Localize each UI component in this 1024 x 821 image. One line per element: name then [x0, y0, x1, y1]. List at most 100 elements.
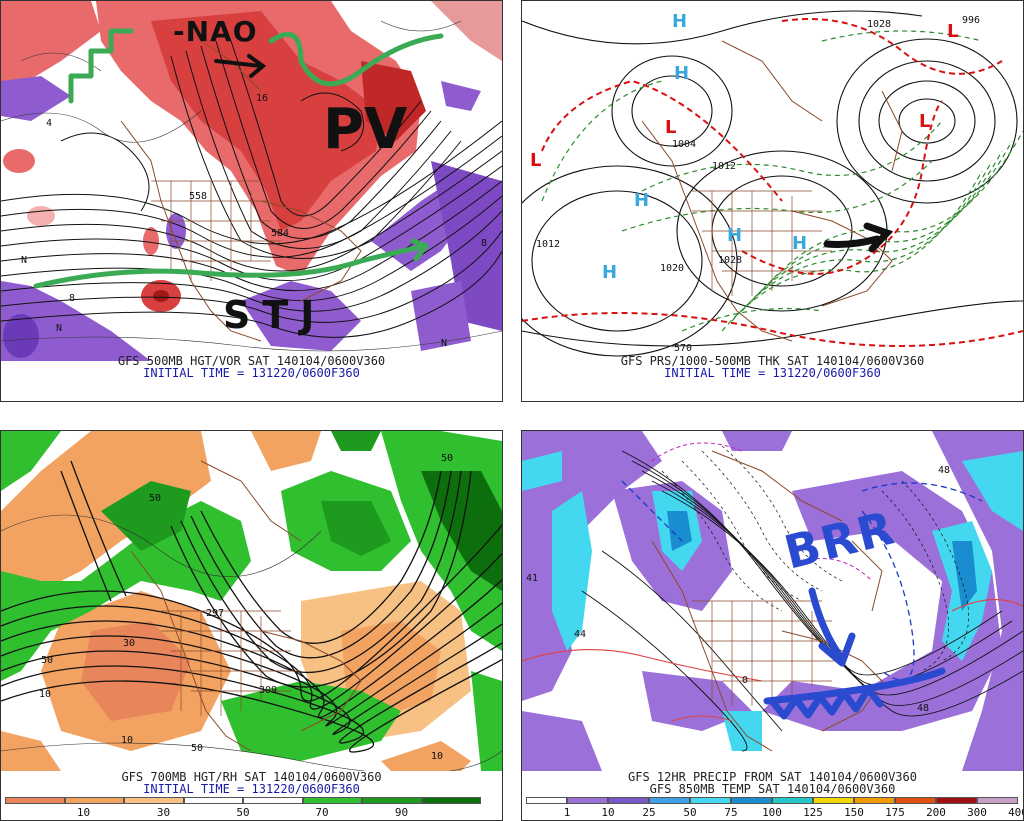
- caption-line1: GFS 500MB HGT/VOR SAT 140104/0600V360: [117, 354, 386, 368]
- legend-tick: 150: [844, 806, 864, 819]
- legend-swatch: [854, 797, 895, 804]
- pv-annotation: PV: [323, 97, 408, 162]
- panel-precip-850mb-temp: 48 44 41 48 0 BRR GFS 12HR PRECIP FROM S…: [521, 430, 1024, 821]
- contour-label: 4: [46, 118, 52, 129]
- contour-label: 50: [149, 493, 161, 504]
- low-pressure-center: L: [919, 111, 930, 132]
- contour-label: N: [441, 338, 447, 349]
- legend-tick: 10: [76, 806, 91, 819]
- temperature-label: 44: [574, 629, 586, 640]
- legend-tick: 1: [563, 806, 571, 819]
- legend-swatch: [421, 797, 481, 804]
- isobar-label: 996: [962, 15, 980, 26]
- isobar-label: 1012: [712, 161, 736, 172]
- temperature-label: 48: [917, 703, 929, 714]
- low-pressure-center: L: [947, 21, 958, 42]
- low-pressure-center: L: [530, 150, 541, 171]
- legend-swatch: [772, 797, 813, 804]
- legend-tick: 200: [926, 806, 946, 819]
- temperature-label: 0: [742, 675, 748, 686]
- panel-700mb-rh: 50 10 30 50 10 50 309 297 10 50 GFS 700M…: [0, 430, 503, 821]
- legend-swatch: [731, 797, 772, 804]
- high-pressure-center: H: [674, 63, 689, 84]
- isobar-label: 570: [674, 343, 692, 354]
- legend-swatch: [936, 797, 977, 804]
- caption-line1: GFS 12HR PRECIP FROM SAT 140104/0600V360: [628, 770, 917, 784]
- isobar-label: 1012: [536, 239, 560, 250]
- caption-line2: INITIAL TIME = 131220/0600F360: [143, 366, 360, 380]
- legend-tick: 25: [642, 806, 656, 819]
- isobar-label: 1004: [672, 139, 696, 150]
- legend-swatch: [567, 797, 608, 804]
- high-pressure-center: H: [672, 11, 687, 32]
- contour-label: 558: [189, 191, 207, 202]
- legend-swatch: [813, 797, 854, 804]
- caption-line1: GFS PRS/1000-500MB THK SAT 140104/0600V3…: [620, 354, 925, 368]
- precip-legend-ticks: 1 10 25 50 75 100 125 150 175 200 300 400: [526, 806, 1023, 820]
- legend-tick: 400: [1008, 806, 1023, 819]
- caption-line2: GFS 850MB TEMP SAT 140104/0600V360: [649, 782, 896, 796]
- contour-label: 297: [206, 608, 224, 619]
- legend-swatch: [5, 797, 65, 804]
- legend-tick: 50: [683, 806, 697, 819]
- contour-label: 10: [121, 735, 133, 746]
- legend-tick: 75: [724, 806, 738, 819]
- contour-label: 10: [39, 689, 51, 700]
- rh-color-legend: [5, 797, 481, 804]
- contour-label: 8: [69, 293, 75, 304]
- contour-label: 10: [431, 751, 443, 762]
- legend-swatch: [124, 797, 184, 804]
- high-pressure-center: H: [792, 233, 807, 254]
- legend-swatch: [608, 797, 649, 804]
- contour-label: 50: [191, 743, 203, 754]
- vorticity-map: 558 584 N N N 8 8 16 4: [1, 1, 502, 361]
- caption-line1: GFS 700MB HGT/RH SAT 140104/0600V360: [121, 770, 382, 784]
- legend-swatch: [362, 797, 422, 804]
- legend-tick: 125: [803, 806, 823, 819]
- legend-tick: 175: [885, 806, 905, 819]
- legend-swatch: [183, 797, 243, 804]
- legend-tick: 100: [762, 806, 782, 819]
- legend-swatch: [690, 797, 731, 804]
- pressure-map: H H H H H H L L L L 1012 1020 1028 1004 …: [522, 1, 1023, 361]
- legend-swatch: [64, 797, 124, 804]
- panel-500mb-vorticity: 558 584 N N N 8 8 16 4 -NAO PV STJ GFS 5…: [0, 0, 503, 402]
- legend-swatch: [526, 797, 567, 804]
- legend-swatch: [977, 797, 1018, 804]
- legend-swatch: [649, 797, 690, 804]
- contour-label: 584: [271, 228, 289, 239]
- rh-map: 50 10 30 50 10 50 309 297 10 50: [1, 431, 502, 771]
- contour-label: 16: [256, 93, 268, 104]
- isobar-label: 1028: [867, 19, 891, 30]
- contour-label: 30: [123, 638, 135, 649]
- high-pressure-center: H: [602, 262, 617, 283]
- contour-label: 50: [41, 655, 53, 666]
- contour-label: 8: [481, 238, 487, 249]
- legend-swatch: [895, 797, 936, 804]
- contour-label: N: [56, 323, 62, 334]
- contour-label: 309: [259, 685, 277, 696]
- isobar-label: 1020: [660, 263, 684, 274]
- precip-map: 48 44 41 48 0: [522, 431, 1023, 771]
- panel-pressure-thickness: H H H H H H L L L L 1012 1020 1028 1004 …: [521, 0, 1024, 402]
- legend-tick: 70: [315, 806, 329, 819]
- contour-label: N: [21, 255, 27, 266]
- legend-tick: 50: [236, 806, 250, 819]
- legend-tick: 90: [394, 806, 409, 819]
- legend-tick: 30: [156, 806, 171, 819]
- legend-swatch: [243, 797, 303, 804]
- caption-line2: INITIAL TIME = 131220/0600F360: [143, 782, 360, 796]
- stj-annotation: STJ: [223, 293, 327, 337]
- isobar-label: 1028: [718, 255, 742, 266]
- temperature-label: 41: [526, 573, 538, 584]
- high-pressure-center: H: [634, 190, 649, 211]
- caption-line2: INITIAL TIME = 131220/0600F360: [664, 366, 881, 380]
- rh-legend-ticks: 10 30 50 70 90: [5, 806, 481, 820]
- nao-annotation: -NAO: [173, 15, 258, 48]
- contour-label: 50: [441, 453, 453, 464]
- precip-color-legend: [526, 797, 1018, 804]
- legend-tick: 300: [967, 806, 987, 819]
- legend-tick: 10: [601, 806, 615, 819]
- legend-swatch: [302, 797, 362, 804]
- high-pressure-center: H: [727, 225, 742, 246]
